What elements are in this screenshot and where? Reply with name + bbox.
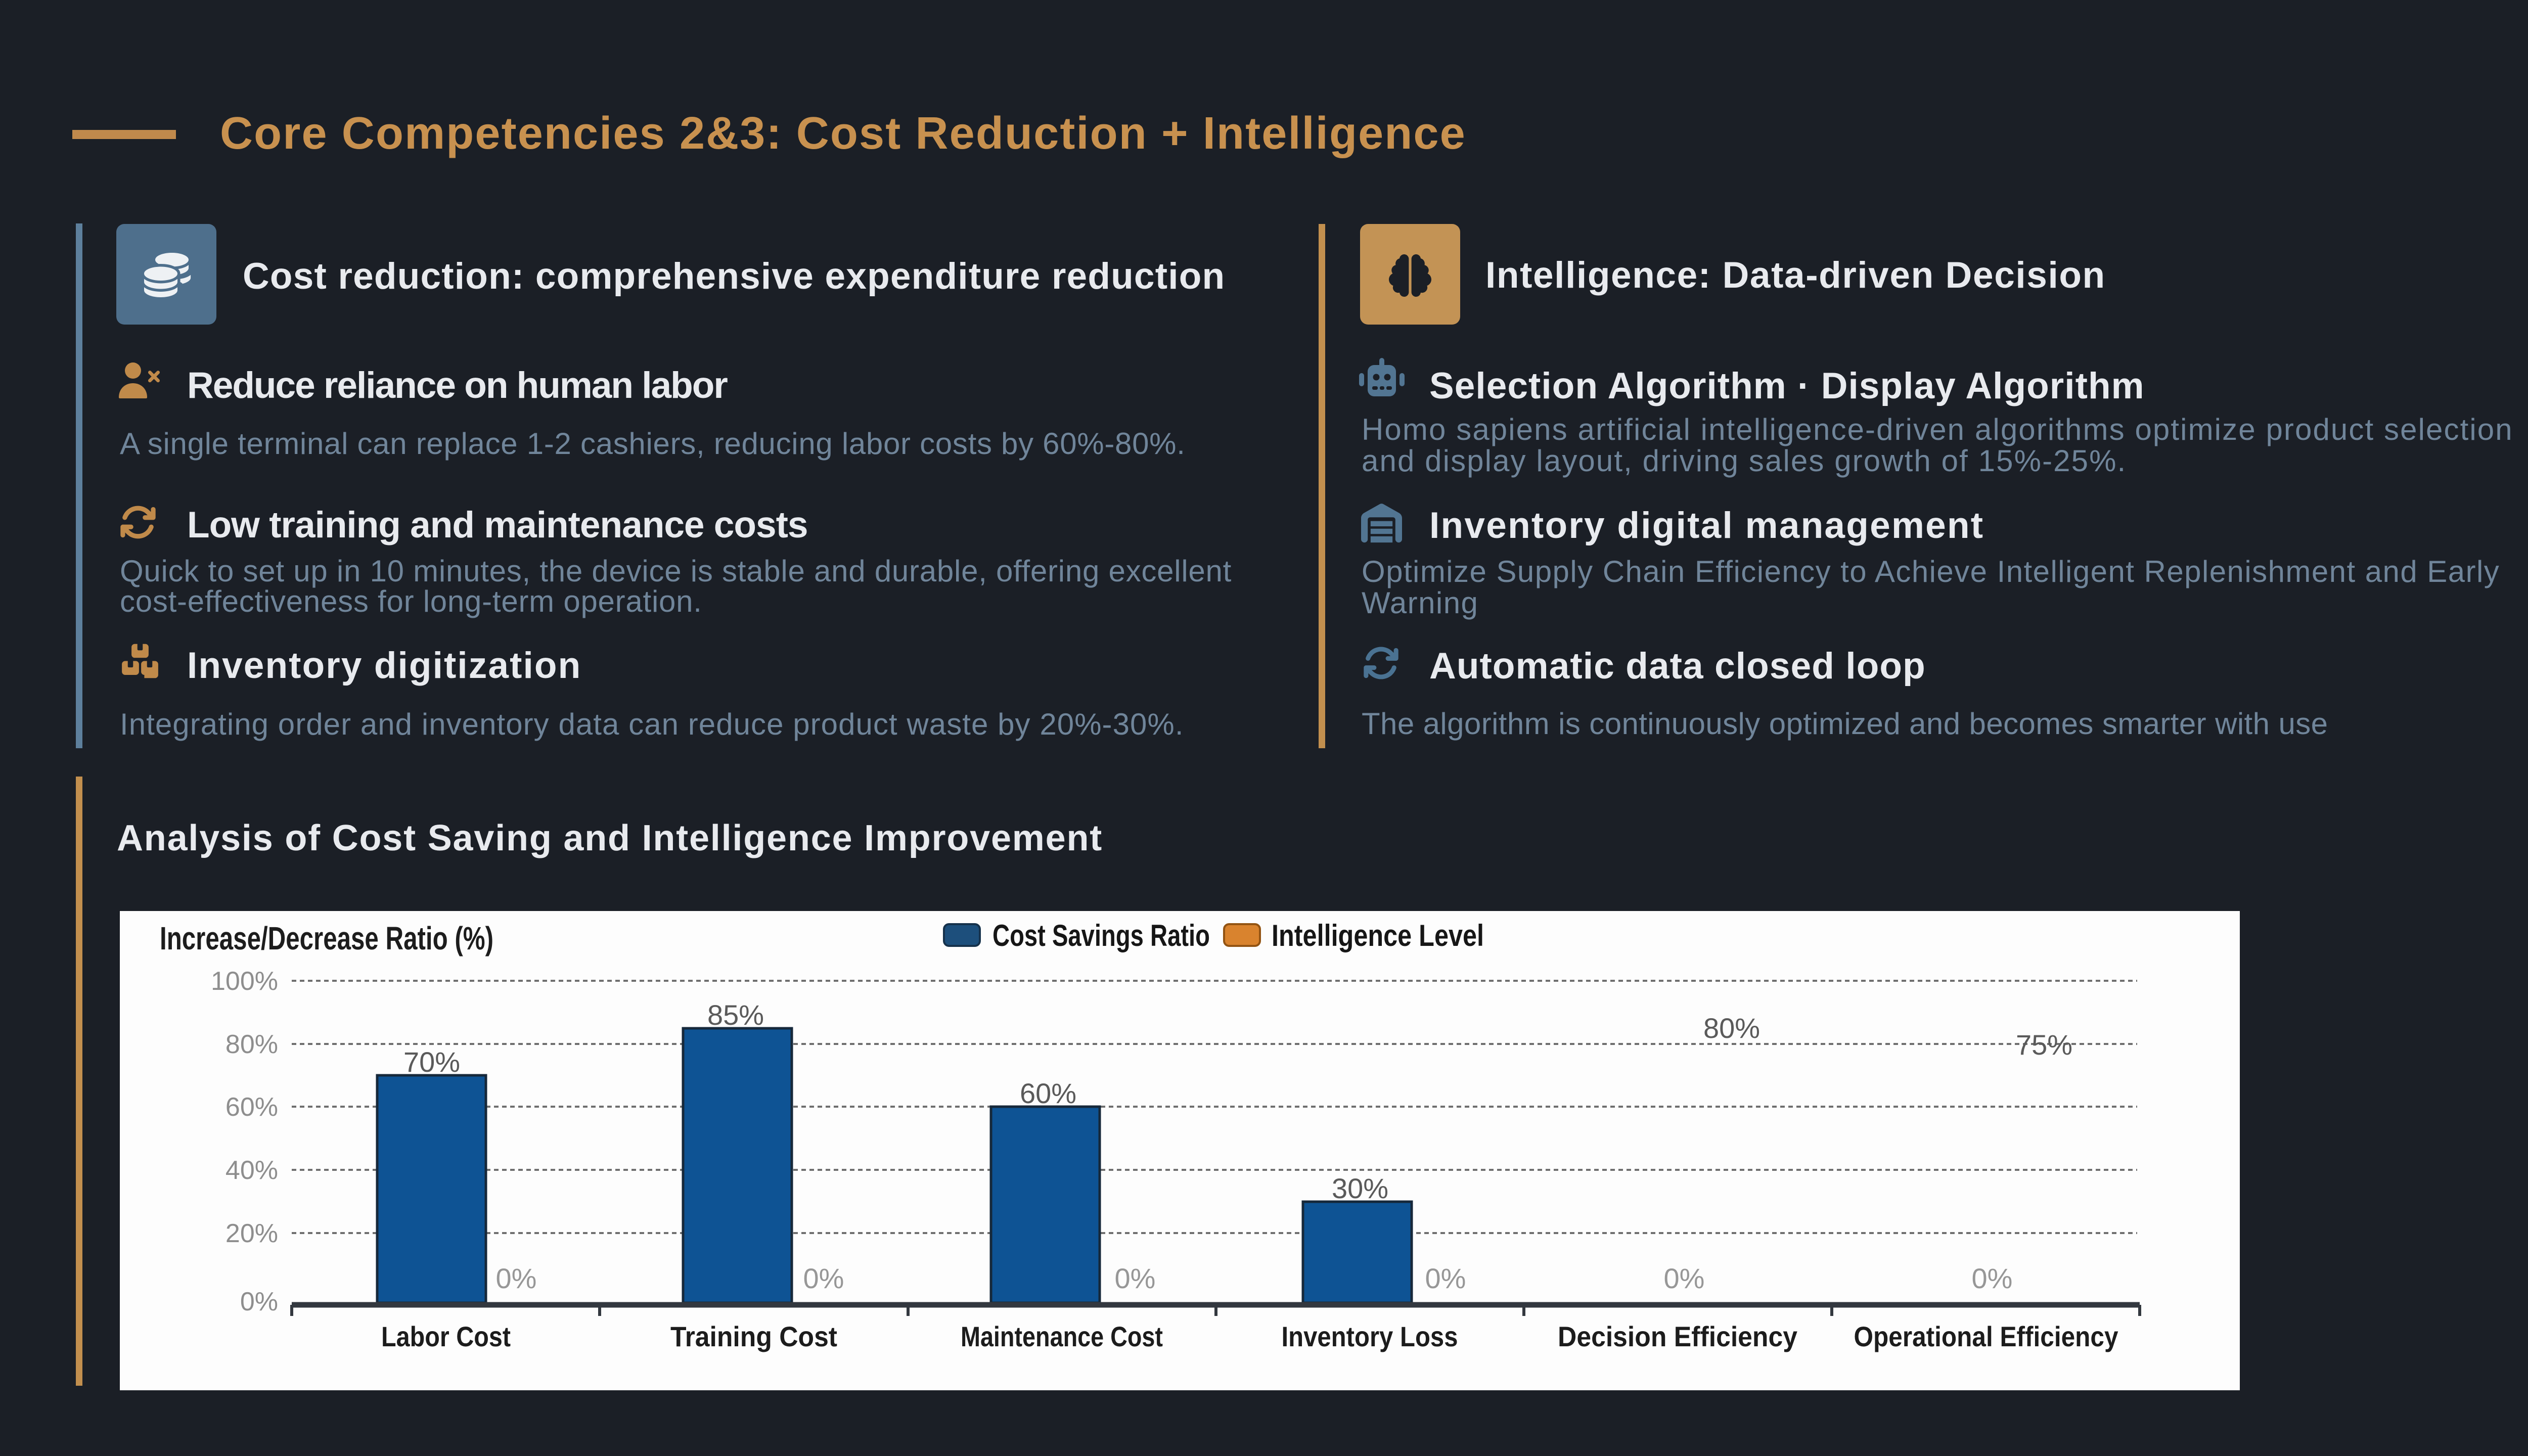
svg-text:Training Cost: Training Cost [670,1321,837,1352]
svg-text:Decision Efficiency: Decision Efficiency [1558,1321,1797,1352]
svg-text:Intelligence Level: Intelligence Level [1272,919,1484,952]
svg-text:0%: 0% [1115,1262,1156,1294]
svg-text:85%: 85% [707,999,764,1031]
svg-text:75%: 75% [2016,1029,2072,1061]
svg-text:Increase/Decrease Ratio (%): Increase/Decrease Ratio (%) [160,920,493,957]
svg-text:100%: 100% [211,967,278,996]
svg-text:0%: 0% [240,1287,278,1316]
svg-text:20%: 20% [225,1219,278,1248]
svg-text:Cost Savings Ratio: Cost Savings Ratio [992,919,1210,952]
svg-text:Operational Efficiency: Operational Efficiency [1854,1321,2118,1352]
svg-text:60%: 60% [225,1093,278,1122]
svg-text:40%: 40% [225,1156,278,1185]
svg-text:Inventory Loss: Inventory Loss [1282,1321,1458,1352]
svg-text:60%: 60% [1020,1077,1076,1109]
svg-text:0%: 0% [496,1262,537,1294]
svg-text:0%: 0% [1425,1262,1466,1294]
svg-text:0%: 0% [803,1262,844,1294]
svg-text:70%: 70% [403,1046,460,1078]
svg-text:0%: 0% [1972,1262,2013,1294]
svg-text:Labor Cost: Labor Cost [381,1321,511,1352]
svg-text:30%: 30% [1332,1172,1388,1204]
svg-text:80%: 80% [225,1030,278,1059]
svg-text:80%: 80% [1703,1012,1760,1044]
svg-text:Maintenance Cost: Maintenance Cost [961,1321,1163,1352]
svg-text:0%: 0% [1664,1262,1705,1294]
